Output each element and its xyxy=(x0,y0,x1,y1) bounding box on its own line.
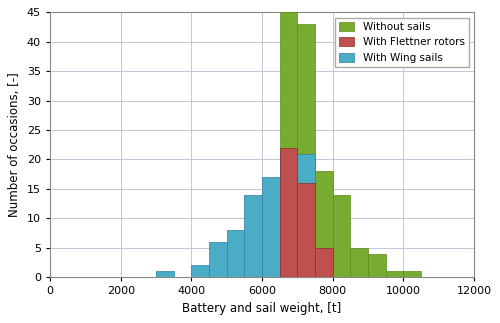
Bar xyxy=(333,195,350,277)
Bar xyxy=(368,254,386,277)
Bar xyxy=(315,171,333,277)
Bar xyxy=(315,248,333,277)
Bar xyxy=(280,153,297,277)
Bar xyxy=(262,177,280,277)
Bar xyxy=(298,183,315,277)
Y-axis label: Number of occasions, [-]: Number of occasions, [-] xyxy=(8,72,22,217)
Bar xyxy=(244,195,262,277)
Bar xyxy=(209,242,226,277)
Bar xyxy=(404,271,421,277)
X-axis label: Battery and sail weight, [t]: Battery and sail weight, [t] xyxy=(182,302,342,315)
Bar xyxy=(386,271,404,277)
Bar xyxy=(298,24,315,277)
Bar xyxy=(192,265,209,277)
Bar xyxy=(280,12,297,277)
Bar xyxy=(298,153,315,277)
Bar xyxy=(350,248,368,277)
Bar xyxy=(280,148,297,277)
Legend: Without sails, With Flettner rotors, With Wing sails: Without sails, With Flettner rotors, Wit… xyxy=(334,17,469,67)
Bar xyxy=(156,271,174,277)
Bar xyxy=(226,230,244,277)
